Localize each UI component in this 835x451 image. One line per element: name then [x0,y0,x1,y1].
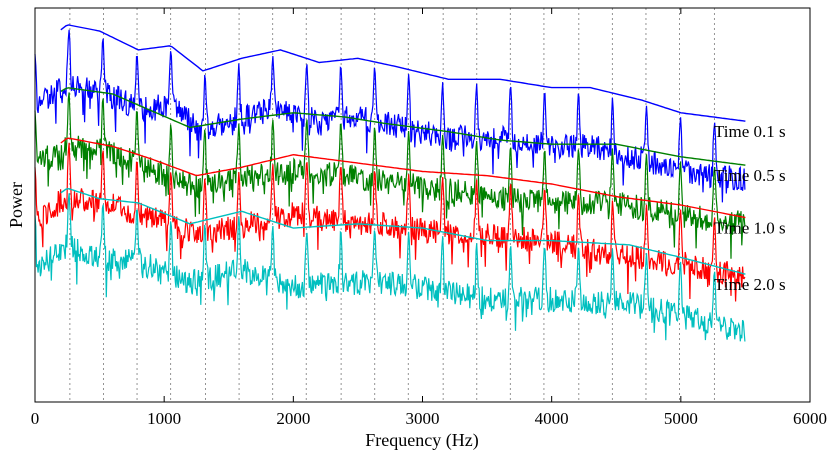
series-group [34,24,746,342]
x-tick-label: 4000 [535,409,569,428]
x-tick-label: 3000 [406,409,440,428]
x-axis-label: Frequency (Hz) [365,430,478,451]
envelope-line-time-0-5-s [60,87,746,166]
envelope-line-time-1-0-s [60,137,746,219]
x-tick-label: 6000 [793,409,827,428]
spectrum-line-time-2-0-s [34,193,746,342]
envelope-line-time-0-1-s [60,24,746,122]
x-tick-label: 5000 [664,409,698,428]
y-axis-label: Power [6,182,26,228]
spectrum-line-time-0-5-s [34,92,746,259]
series-label-time-0-5-s: Time 0.5 s [714,166,786,185]
series-label-time-1-0-s: Time 1.0 s [714,219,786,238]
x-tick-label: 0 [31,409,40,428]
series-label-time-0-1-s: Time 0.1 s [714,122,786,141]
x-tick-label: 1000 [147,409,181,428]
series-labels: Time 0.1 s Time 0.5 s Time 1.0 s Time 2.0 s [714,122,786,294]
envelope-line-time-2-0-s [60,187,746,275]
series-label-time-2-0-s: Time 2.0 s [714,275,786,294]
x-axis-ticks: 0 1000 2000 3000 4000 5000 6000 [31,8,827,428]
x-tick-label: 2000 [276,409,310,428]
